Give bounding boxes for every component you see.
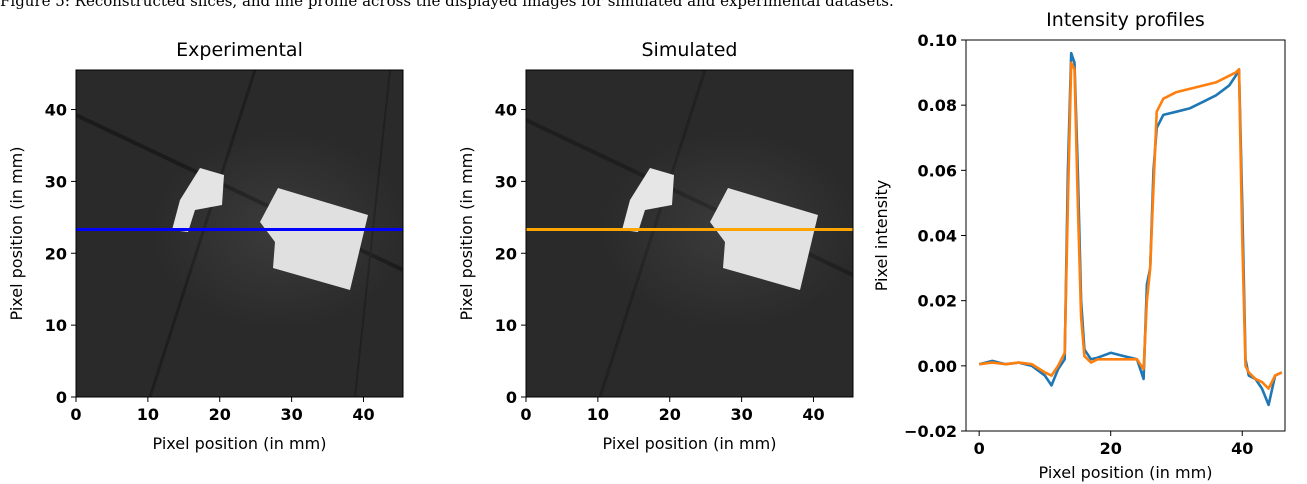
x-tick-label: 20: [1100, 439, 1122, 458]
figure-caption: Figure 5: Reconstructed slices, and line…: [0, 0, 894, 10]
small-bright-object: [622, 168, 674, 232]
y-tick-label: 40: [495, 101, 517, 120]
x-axis-label-profiles: Pixel position (in mm): [1039, 463, 1213, 482]
x-axis-label-simulated: Pixel position (in mm): [603, 434, 777, 453]
y-tick-label: 0.08: [918, 96, 957, 115]
chart-title-profiles: Intensity profiles: [1046, 9, 1205, 31]
x-tick-label: 30: [280, 405, 302, 424]
x-tick-label: 20: [209, 405, 231, 424]
large-bright-object: [260, 188, 368, 290]
axes-frame: [525, 69, 854, 398]
y-tick-label: 10: [45, 316, 67, 335]
y-axis-label-experimental: Pixel position (in mm): [7, 147, 26, 321]
x-tick-label: 40: [1231, 439, 1253, 458]
x-tick-label: 0: [974, 439, 985, 458]
x-axis-label-experimental: Pixel position (in mm): [153, 434, 327, 453]
panel-simulated: Simulated 0 10 20 30 40 0 10 20 30 40 Pixel posit…: [457, 39, 854, 453]
panel-intensity-profiles: Intensity profiles 0 20 40 −0.02 0.00 0.02 0.0…: [872, 9, 1286, 482]
small-bright-object: [172, 168, 224, 232]
heatmap-experimental: [76, 70, 403, 397]
x-tick-label: 0: [70, 405, 81, 424]
y-tick-label: 10: [495, 316, 517, 335]
series-line-0: [978, 51, 1283, 407]
ticks-simulated: 0 10 20 30 40 0 10 20 30 40: [495, 101, 825, 424]
profile-series-group: [978, 51, 1283, 407]
y-tick-label: 30: [45, 172, 67, 191]
y-tick-label: 0: [506, 388, 517, 407]
ticks-profiles: 0 20 40 −0.02 0.00 0.02 0.04 0.06 0.08 0.10: [904, 31, 1253, 458]
axes-frame: [75, 69, 404, 398]
x-tick-label: 30: [730, 405, 752, 424]
y-tick-label: 0.04: [918, 227, 957, 246]
x-tick-label: 10: [137, 405, 159, 424]
y-tick-label: 0.06: [918, 161, 957, 180]
y-tick-label: 20: [45, 244, 67, 263]
x-tick-label: 0: [520, 405, 531, 424]
y-tick-label: 0: [56, 388, 67, 407]
x-tick-label: 20: [659, 405, 681, 424]
series-line-1: [979, 61, 1283, 390]
y-tick-label: 30: [495, 172, 517, 191]
y-axis-label-profiles: Pixel intensity: [872, 180, 891, 291]
chart-title-simulated: Simulated: [641, 39, 737, 61]
heatmap-simulated: [526, 70, 853, 397]
ticks-experimental: 0 10 20 30 40 0 10 20 30 40: [45, 101, 375, 424]
y-axis-label-simulated: Pixel position (in mm): [457, 147, 476, 321]
x-tick-label: 40: [352, 405, 374, 424]
y-tick-label: 0.00: [918, 357, 957, 376]
axes-frame: [965, 39, 1286, 432]
y-tick-label: 20: [495, 244, 517, 263]
y-tick-label: −0.02: [904, 422, 957, 441]
x-tick-label: 10: [587, 405, 609, 424]
x-tick-label: 40: [802, 405, 824, 424]
panel-experimental: Experimental 0 10 20 30 40 0 10 20 30 40 Pixel po…: [7, 39, 404, 453]
y-tick-label: 40: [45, 101, 67, 120]
y-tick-label: 0.10: [918, 31, 957, 50]
chart-title-experimental: Experimental: [176, 39, 303, 61]
y-tick-label: 0.02: [918, 292, 957, 311]
large-bright-object: [710, 188, 818, 290]
